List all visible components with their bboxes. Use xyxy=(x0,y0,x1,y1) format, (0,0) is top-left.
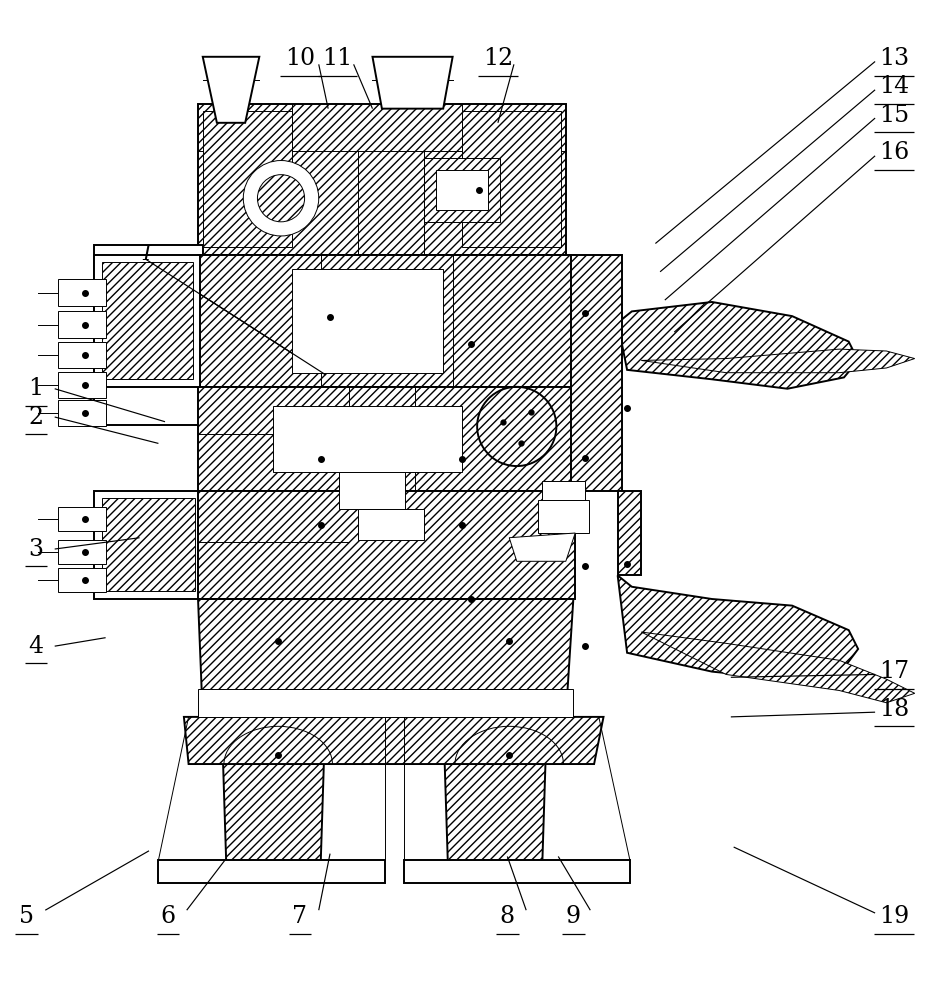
Polygon shape xyxy=(571,255,622,491)
Polygon shape xyxy=(184,717,604,764)
Text: 4: 4 xyxy=(28,635,43,658)
Text: 5: 5 xyxy=(19,905,34,928)
Polygon shape xyxy=(198,689,573,717)
Polygon shape xyxy=(203,111,292,247)
Text: 15: 15 xyxy=(879,104,909,127)
Polygon shape xyxy=(198,104,566,255)
Polygon shape xyxy=(58,311,106,338)
Polygon shape xyxy=(292,269,443,373)
Polygon shape xyxy=(94,255,200,387)
Polygon shape xyxy=(198,599,573,717)
Polygon shape xyxy=(618,302,858,389)
Polygon shape xyxy=(462,111,561,247)
Polygon shape xyxy=(542,481,585,500)
Text: 19: 19 xyxy=(879,905,909,928)
Polygon shape xyxy=(358,509,424,540)
Polygon shape xyxy=(58,279,106,306)
Polygon shape xyxy=(58,540,106,564)
Polygon shape xyxy=(102,262,193,379)
Text: 10: 10 xyxy=(285,47,315,70)
Text: 1: 1 xyxy=(28,377,43,400)
Polygon shape xyxy=(94,245,203,425)
Text: 6: 6 xyxy=(160,905,175,928)
Polygon shape xyxy=(94,491,203,599)
Text: 2: 2 xyxy=(28,406,43,429)
Text: 14: 14 xyxy=(879,75,909,98)
Text: 18: 18 xyxy=(879,698,909,721)
Circle shape xyxy=(257,175,305,222)
Polygon shape xyxy=(198,387,585,491)
Text: 9: 9 xyxy=(566,905,581,928)
Text: 11: 11 xyxy=(323,47,353,70)
Polygon shape xyxy=(641,349,915,373)
Polygon shape xyxy=(158,860,385,883)
Text: 3: 3 xyxy=(28,538,43,561)
Polygon shape xyxy=(58,507,106,531)
Text: 12: 12 xyxy=(483,47,513,70)
Polygon shape xyxy=(641,632,915,703)
Polygon shape xyxy=(203,57,259,123)
Polygon shape xyxy=(273,406,462,472)
Polygon shape xyxy=(372,57,453,109)
Text: I: I xyxy=(142,245,150,264)
Polygon shape xyxy=(618,575,858,679)
Text: 16: 16 xyxy=(879,141,909,164)
Polygon shape xyxy=(339,472,405,509)
Polygon shape xyxy=(222,717,325,866)
Polygon shape xyxy=(509,533,575,561)
Polygon shape xyxy=(58,342,106,368)
Polygon shape xyxy=(443,717,547,866)
Text: 13: 13 xyxy=(879,47,909,70)
Polygon shape xyxy=(102,498,195,591)
Polygon shape xyxy=(58,568,106,592)
Bar xyxy=(424,158,500,222)
Polygon shape xyxy=(198,491,575,599)
Polygon shape xyxy=(58,400,106,426)
Text: 17: 17 xyxy=(879,660,909,683)
Bar xyxy=(436,170,488,210)
Polygon shape xyxy=(404,860,630,883)
Polygon shape xyxy=(198,255,575,387)
Circle shape xyxy=(243,161,319,236)
Polygon shape xyxy=(618,491,641,575)
Text: 8: 8 xyxy=(500,905,515,928)
Polygon shape xyxy=(538,500,589,533)
Text: 7: 7 xyxy=(292,905,307,928)
Polygon shape xyxy=(58,372,106,398)
